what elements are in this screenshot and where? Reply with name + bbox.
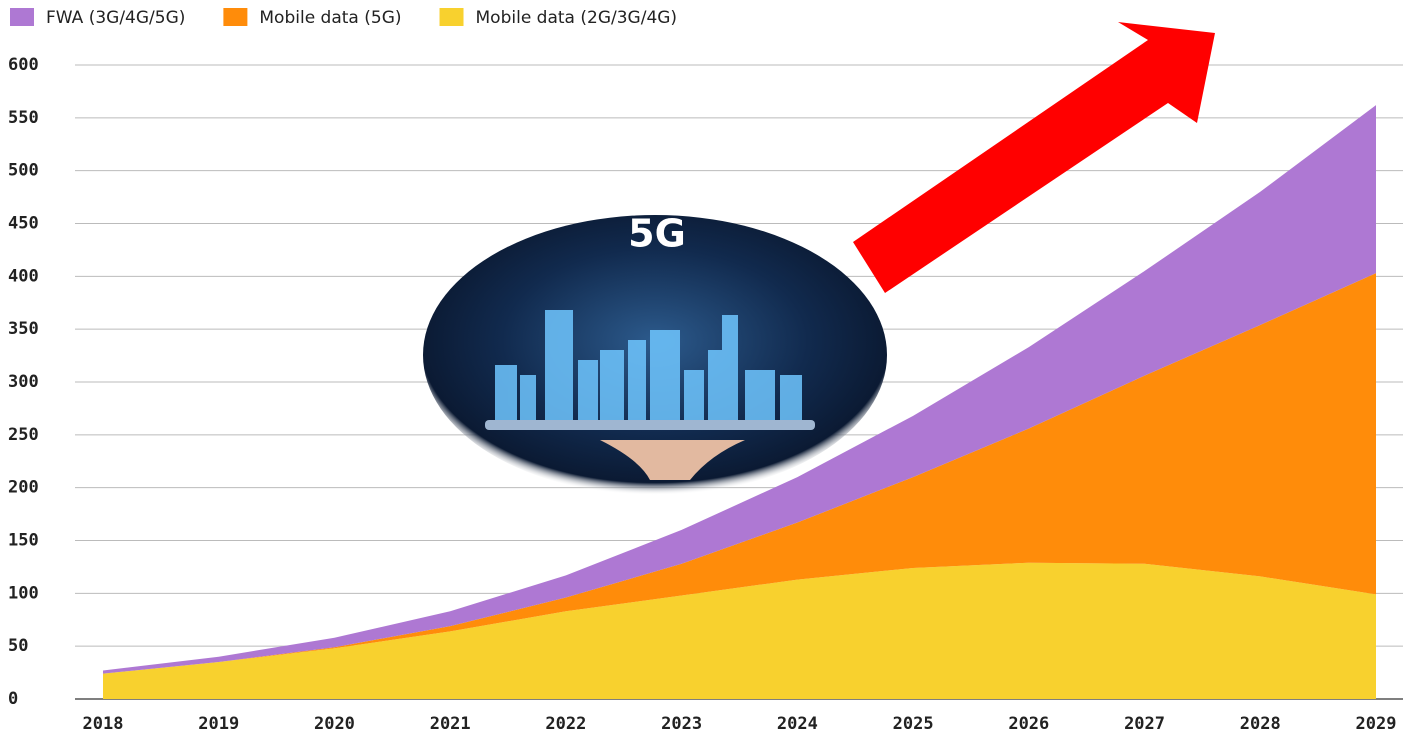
- x-tick-label: 2022: [545, 714, 586, 734]
- x-tick-label: 2028: [1240, 714, 1281, 734]
- x-tick-label: 2019: [198, 714, 239, 734]
- legend-swatch: [223, 8, 247, 26]
- x-tick-label: 2023: [661, 714, 702, 734]
- y-tick-label: 500: [8, 161, 39, 181]
- y-tick-label: 200: [8, 478, 39, 498]
- x-tick-label: 2020: [314, 714, 355, 734]
- x-tick-label: 2025: [893, 714, 934, 734]
- illustration: 5G: [423, 212, 887, 496]
- legend-swatch: [10, 8, 34, 26]
- x-tick-label: 2021: [430, 714, 471, 734]
- y-tick-label: 350: [8, 319, 39, 339]
- x-tick-label: 2018: [83, 714, 124, 734]
- y-tick-label: 300: [8, 372, 39, 392]
- y-tick-label: 400: [8, 266, 39, 286]
- x-tick-label: 2029: [1356, 714, 1397, 734]
- legend-label: Mobile data (5G): [259, 8, 401, 28]
- tablet: [485, 420, 815, 430]
- y-tick-label: 100: [8, 583, 39, 603]
- legend-swatch: [440, 8, 464, 26]
- y-tick-label: 150: [8, 531, 39, 551]
- red-arrow: [853, 22, 1215, 293]
- legend: FWA (3G/4G/5G) Mobile data (5G) Mobile dat…: [10, 8, 677, 28]
- legend-label: FWA (3G/4G/5G): [46, 8, 185, 28]
- y-tick-label: 550: [8, 108, 39, 128]
- x-tick-label: 2026: [1008, 714, 1049, 734]
- annotation: 5G: [628, 212, 686, 256]
- y-tick-label: 600: [8, 55, 39, 75]
- legend-label: Mobile data (2G/3G/4G): [476, 8, 678, 28]
- y-tick-label: 450: [8, 214, 39, 234]
- chart: 0 50 100 150 200 250 300 350 400 450 500 550 600 2018…: [0, 0, 1403, 738]
- y-tick-label: 250: [8, 425, 39, 445]
- x-tick-label: 2024: [777, 714, 818, 734]
- y-tick-label: 50: [8, 636, 28, 656]
- x-tick-label: 2027: [1124, 714, 1165, 734]
- y-tick-label: 0: [8, 689, 18, 709]
